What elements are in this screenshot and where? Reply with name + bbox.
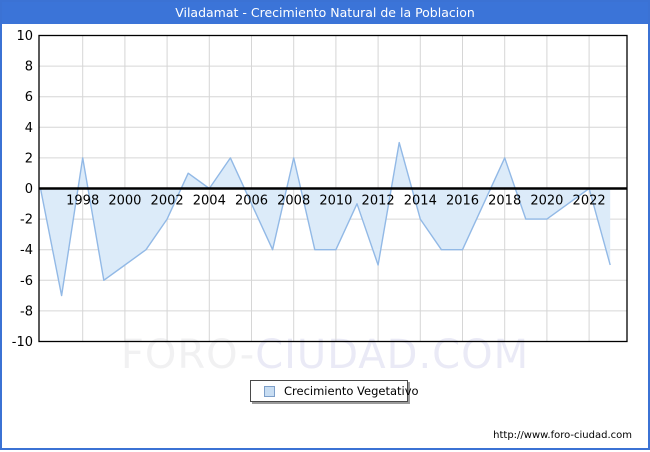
x-tick-label: 2006 bbox=[235, 194, 268, 209]
y-tick-label: 6 bbox=[25, 90, 33, 105]
x-tick-label: 2018 bbox=[488, 194, 521, 209]
plot-border bbox=[38, 34, 628, 343]
x-tick-label: 2020 bbox=[530, 194, 563, 209]
title-bar: Viladamat - Crecimiento Natural de la Po… bbox=[2, 2, 648, 24]
x-tick-label: 2000 bbox=[108, 194, 141, 209]
legend-box: Crecimiento Vegetativo bbox=[250, 380, 419, 402]
x-tick-label: 2016 bbox=[446, 194, 479, 209]
x-tick-label: 1998 bbox=[66, 194, 99, 209]
y-tick-label: 10 bbox=[16, 29, 33, 44]
x-tick-label: 2004 bbox=[193, 194, 226, 209]
x-tick-label: 2008 bbox=[277, 194, 310, 209]
x-tick-label: 2012 bbox=[362, 194, 395, 209]
y-tick-label: 8 bbox=[25, 60, 33, 75]
y-tick-label: -4 bbox=[20, 243, 33, 258]
y-tick-label: 0 bbox=[25, 182, 33, 197]
x-tick-label: 2014 bbox=[404, 194, 437, 209]
y-tick-label: 4 bbox=[25, 121, 33, 136]
y-tick-label: -2 bbox=[20, 213, 33, 228]
x-tick-label: 2002 bbox=[151, 194, 184, 209]
x-tick-label: 2010 bbox=[319, 194, 352, 209]
x-tick-label: 2022 bbox=[573, 194, 606, 209]
legend-label: Crecimiento Vegetativo bbox=[284, 384, 419, 398]
series-area bbox=[40, 142, 611, 296]
footer-url[interactable]: http://www.foro-ciudad.com bbox=[493, 430, 632, 441]
y-tick-label: -10 bbox=[12, 335, 33, 350]
chart-title: Viladamat - Crecimiento Natural de la Po… bbox=[175, 5, 475, 20]
y-tick-label: 2 bbox=[25, 151, 33, 166]
y-tick-label: -8 bbox=[20, 304, 33, 319]
y-tick-label: -6 bbox=[20, 274, 33, 289]
legend-swatch-icon bbox=[264, 385, 275, 397]
